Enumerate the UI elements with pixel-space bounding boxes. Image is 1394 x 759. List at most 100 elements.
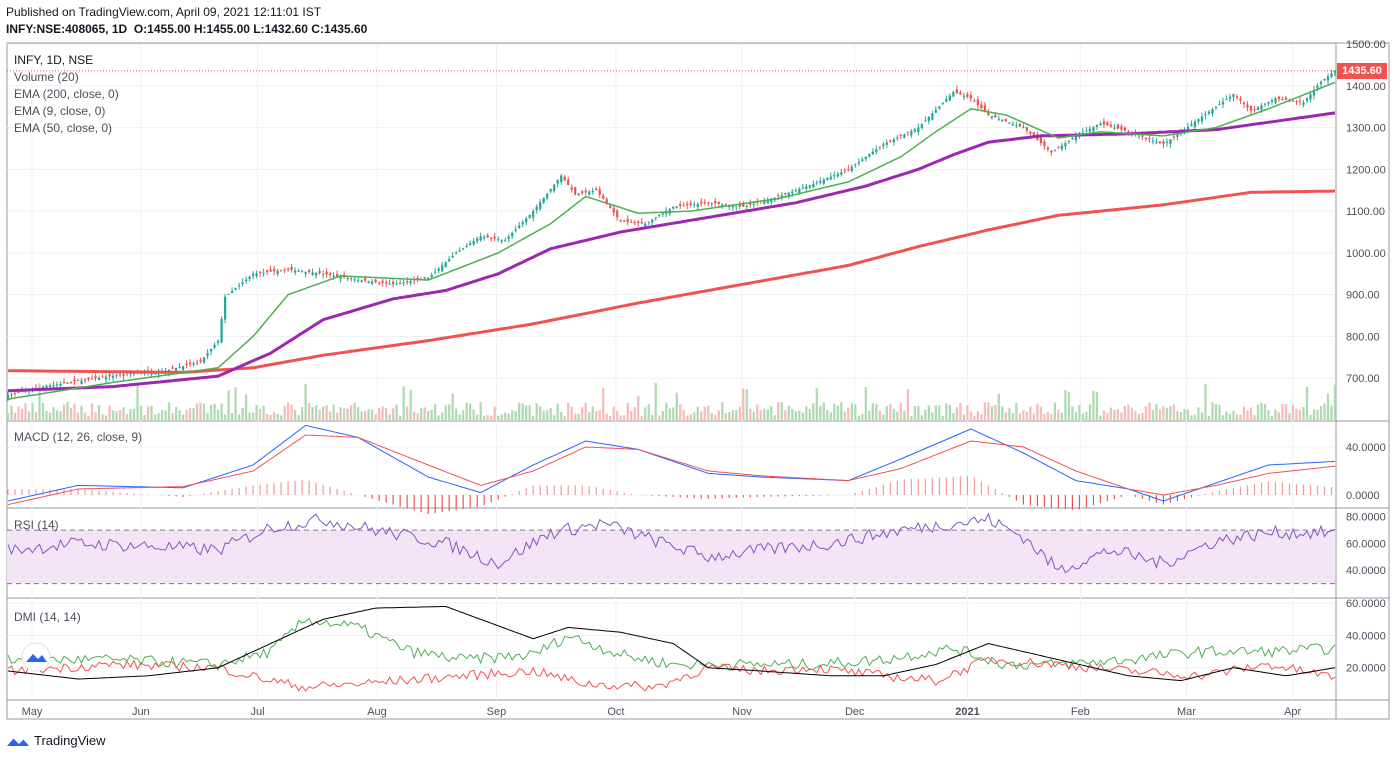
candle-body	[97, 377, 101, 380]
volume-bar	[1085, 411, 1088, 420]
candle-body	[202, 357, 206, 363]
candle-body	[507, 236, 510, 239]
price-axis-tick-label: 1200.00	[1346, 164, 1386, 176]
tradingview-footer[interactable]: TradingView	[6, 733, 106, 748]
time-axis-label: Oct	[607, 706, 624, 718]
candle-body	[262, 272, 265, 274]
time-axis-label: Jul	[251, 706, 265, 718]
candle-body	[1116, 124, 1120, 129]
volume-bar	[1064, 389, 1067, 420]
candle-body	[661, 213, 664, 215]
candle-body	[1155, 141, 1158, 143]
volume-bar	[262, 405, 265, 420]
volume-bar	[1081, 413, 1085, 420]
volume-bar	[899, 402, 902, 420]
volume-bar	[293, 409, 297, 420]
volume-bar	[861, 414, 864, 420]
volume-bar	[1214, 403, 1218, 420]
candle-body	[13, 393, 17, 395]
volume-bar	[62, 404, 66, 420]
volume-bar	[378, 407, 381, 420]
volume-bar	[539, 406, 542, 420]
volume-bar	[766, 409, 769, 420]
volume-bar	[1165, 407, 1169, 420]
volume-bar	[973, 415, 976, 420]
candle-body	[619, 219, 622, 222]
volume-bar	[1274, 409, 1277, 420]
volume-bar	[367, 409, 370, 420]
candle-body	[693, 204, 696, 206]
candle-body	[52, 384, 55, 386]
volume-bar	[1253, 415, 1256, 420]
time-axis-label: 2021	[955, 706, 979, 718]
candle-body	[945, 99, 948, 102]
volume-bar	[465, 402, 468, 420]
volume-bar	[479, 402, 482, 420]
candle-body	[216, 340, 220, 343]
volume-bar	[1291, 404, 1295, 420]
volume-bar	[535, 403, 538, 420]
candle-body	[251, 273, 255, 276]
candle-body	[1260, 105, 1263, 111]
volume-bar	[17, 406, 20, 420]
candle-body	[1193, 121, 1197, 128]
candle-body	[574, 187, 577, 195]
volume-bar	[1270, 415, 1274, 420]
candle-body	[903, 134, 906, 138]
candle-body	[637, 221, 640, 224]
candle-body	[987, 111, 990, 116]
candle-body	[17, 392, 20, 394]
volume-bar	[1067, 392, 1071, 420]
volume-bar	[556, 403, 559, 420]
last-price-tag: 1435.60	[1337, 63, 1387, 79]
volume-bar	[651, 414, 654, 420]
volume-bar	[724, 413, 727, 420]
candle-body	[1046, 147, 1050, 150]
volume-bar	[976, 411, 980, 420]
candle-body	[518, 225, 521, 228]
candle-body	[66, 382, 69, 384]
volume-bar	[1197, 407, 1200, 420]
volume-bar	[626, 402, 629, 420]
volume-bar	[286, 402, 290, 420]
candle-body	[314, 272, 318, 276]
volume-bar	[255, 404, 258, 420]
volume-bar	[584, 402, 587, 420]
candle-body	[682, 205, 685, 207]
candle-body	[223, 296, 227, 320]
volume-bar	[507, 413, 510, 420]
volume-bar	[34, 412, 38, 420]
volume-bar	[980, 414, 983, 420]
volume-bar	[1225, 411, 1228, 420]
candle-body	[1032, 132, 1036, 137]
candle-body	[1284, 97, 1288, 100]
candle-body	[269, 269, 272, 272]
candle-body	[55, 384, 59, 386]
volume-bar	[528, 405, 531, 420]
volume-bar	[139, 405, 143, 420]
volume-bar	[24, 403, 27, 420]
candle-body	[353, 279, 356, 281]
volume-bar	[55, 410, 59, 420]
volume-bar	[202, 403, 206, 420]
price-axis-tick-label: 1000.00	[1346, 248, 1386, 260]
candle-body	[1067, 140, 1071, 142]
volume-bar	[1267, 410, 1270, 420]
candle-body	[735, 206, 738, 208]
candle-body	[279, 270, 283, 272]
candle-body	[69, 381, 73, 383]
volume-bar	[1095, 392, 1099, 420]
volume-bar	[1186, 409, 1190, 420]
candle-body	[1137, 135, 1141, 137]
volume-bar	[69, 407, 73, 420]
candle-body	[864, 156, 867, 160]
volume-bar	[1018, 413, 1022, 420]
candle-body	[209, 348, 213, 352]
footer-brand: TradingView	[34, 733, 106, 748]
volume-bar	[1242, 406, 1246, 420]
volume-bar	[146, 406, 150, 420]
candle-body	[1127, 131, 1130, 133]
volume-bar	[1200, 412, 1204, 420]
candle-body	[910, 130, 913, 136]
